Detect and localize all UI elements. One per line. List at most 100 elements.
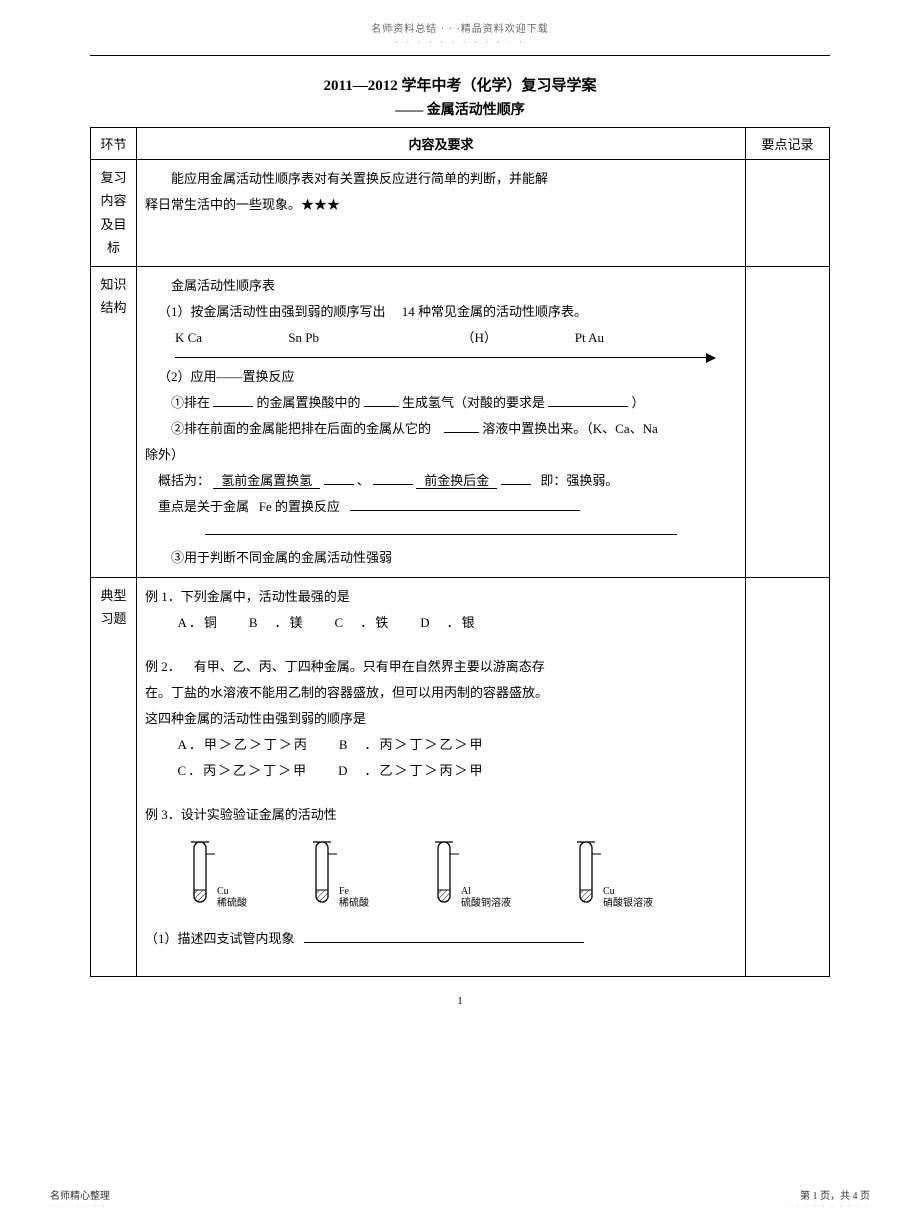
footer-left: 名师精心整理 · · · · · · ·	[50, 1187, 110, 1211]
arrow-icon	[175, 357, 715, 358]
header-rule	[90, 55, 830, 56]
table-row: 典型 习题 例 1．下列金属中，活动性最强的是 A．铜 B ．镁 C ．铁 D …	[91, 577, 830, 976]
footer-right-text: 第 1 页，共 4 页	[787, 1187, 870, 1202]
ex3-q1: （1）描述四支试管内现象	[145, 926, 737, 952]
sub2-b: 溶液中置换出来。（K、Ca、Na	[482, 421, 658, 436]
row1-label: 复习 内容 及目 标	[91, 160, 137, 267]
blank-field[interactable]	[501, 472, 531, 485]
ex2-opt-ab: A．甲＞乙＞丁＞丙 B ．丙＞丁＞乙＞甲	[178, 732, 738, 758]
row2-line1: （1）按金属活动性由强到弱的顺序写出 14 种常见金属的活动性顺序表。	[145, 299, 737, 325]
seq-right: Pt Au	[575, 330, 604, 345]
fe-b: Fe 的置换反应	[259, 499, 340, 514]
ex2-l2: 在。丁盐的水溶液不能用乙制的容器盛放，但可以用丙制的容器盛放。	[145, 680, 737, 706]
tube-liquid-label: 稀硫酸	[217, 898, 247, 910]
row1-label-line: 标	[99, 236, 128, 259]
tube-liquid-label: 硝酸银溶液	[603, 898, 653, 910]
page-subtitle: —— 金属活动性顺序	[0, 99, 920, 119]
ex2-opt-cd: C．丙＞乙＞丁＞甲 D ．乙＞丁＞丙＞甲	[178, 758, 738, 784]
tube-metal-label: Fe	[339, 886, 369, 898]
test-tube-icon: Cu 稀硫酸	[185, 840, 247, 914]
blank-field[interactable]	[350, 498, 580, 511]
row2-label: 知识 结构	[91, 266, 137, 577]
row2-summary: 概括为： 氢前金属置换氢 、 前金换后金 即：强换弱。	[145, 468, 737, 494]
footer-dots: · · · · · · ·	[50, 1202, 110, 1211]
tube-liquid-label: 稀硫酸	[339, 898, 369, 910]
test-tube-icon: Cu 硝酸银溶液	[571, 840, 653, 914]
sum-c: 、	[357, 473, 370, 488]
sub1-c: 生成氢气（对酸的要求是	[402, 395, 545, 410]
seq-left: K Ca	[175, 325, 285, 351]
header-dots: · · · · · · · · · · · ·	[0, 37, 920, 47]
row2-line1-a: （1）按金属活动性由强到弱的顺序写出	[158, 304, 386, 319]
fe-a: 重点是关于金属	[158, 499, 249, 514]
tube-metal-label: Cu	[603, 886, 653, 898]
row2-line2: （2）应用——置换反应	[145, 364, 737, 390]
row1-p2: 释日常生活中的一些现象。★★★	[145, 192, 737, 218]
blank-field[interactable]	[548, 394, 628, 407]
activity-sequence: K Ca Sn Pb （H） Pt Au	[175, 325, 737, 351]
table-row: 复习 内容 及目 标 能应用金属活动性顺序表对有关置换反应进行简单的判断，并能解…	[91, 160, 830, 267]
ex1-options: A．铜 B ．镁 C ．铁 D ．银	[178, 610, 738, 636]
col-header-notes: 要点记录	[746, 128, 830, 160]
sub2-a: ②排在前面的金属能把排在后面的金属从它的	[171, 421, 431, 436]
page-number: 1	[0, 995, 920, 1007]
row3-label: 典型 习题	[91, 577, 137, 976]
tube-liquid-label: 硫酸铜溶液	[461, 898, 511, 910]
row3-content: 例 1．下列金属中，活动性最强的是 A．铜 B ．镁 C ．铁 D ．银 例 2…	[137, 577, 746, 976]
sub1-a: ①排在	[171, 395, 210, 410]
row2-notes	[746, 266, 830, 577]
row1-label-line: 及目	[99, 213, 128, 236]
spacer	[145, 636, 737, 654]
sub1-b: 的金属置换酸中的	[257, 395, 361, 410]
ex2-l1: 例 2． 有甲、乙、丙、丁四种金属。只有甲在自然界主要以游离态存	[145, 654, 737, 680]
tube-metal-label: Al	[461, 886, 511, 898]
row1-label-line: 复习	[99, 166, 128, 189]
test-tube-icon: Al 硫酸铜溶液	[429, 840, 511, 914]
blank-field[interactable]	[324, 472, 354, 485]
footer-left-text: 名师精心整理	[50, 1187, 110, 1202]
sub1-d: ）	[632, 395, 645, 410]
spacer	[145, 952, 737, 970]
row3-label-line: 典型	[99, 584, 128, 607]
footer-dots: · · · · · · · · · ·	[787, 1202, 870, 1211]
sum-e: 即：强换弱。	[540, 473, 618, 488]
seq-h: （H）	[462, 325, 572, 351]
ex2-l3: 这四种金属的活动性由强到弱的顺序是	[145, 706, 737, 732]
blank-field[interactable]	[444, 420, 479, 433]
spacer	[145, 784, 737, 802]
row1-label-line: 内容	[99, 189, 128, 212]
row2-label-line: 知识	[99, 273, 128, 296]
row2-fe: 重点是关于金属 Fe 的置换反应	[145, 494, 737, 520]
blank-field[interactable]	[373, 472, 413, 485]
blank-field[interactable]	[304, 930, 584, 943]
row2-sub3: ③用于判断不同金属的金属活动性强弱	[145, 545, 737, 571]
test-tube-icon: Fe 稀硫酸	[307, 840, 369, 914]
blank-field[interactable]	[213, 394, 253, 407]
main-table: 环节 内容及要求 要点记录 复习 内容 及目 标 能应用金属活动性顺序表对有关置…	[90, 127, 830, 977]
page-footer: 名师精心整理 · · · · · · · 第 1 页，共 4 页 · · · ·…	[0, 1187, 920, 1211]
row2-content: 金属活动性顺序表 （1）按金属活动性由强到弱的顺序写出 14 种常见金属的活动性…	[137, 266, 746, 577]
table-row: 知识 结构 金属活动性顺序表 （1）按金属活动性由强到弱的顺序写出 14 种常见…	[91, 266, 830, 577]
sum-d: 前金换后金	[416, 473, 497, 489]
footer-right: 第 1 页，共 4 页 · · · · · · · · · ·	[787, 1187, 870, 1211]
blank-line-full[interactable]	[205, 534, 677, 535]
row1-content: 能应用金属活动性顺序表对有关置换反应进行简单的判断，并能解 释日常生活中的一些现…	[137, 160, 746, 267]
col-header-content: 内容及要求	[137, 128, 746, 160]
table-header-row: 环节 内容及要求 要点记录	[91, 128, 830, 160]
sum-b: 氢前金属置换氢	[213, 473, 320, 489]
col-header-section: 环节	[91, 128, 137, 160]
row2-sub2c: 除外）	[145, 442, 737, 468]
blank-field[interactable]	[364, 394, 399, 407]
seq-mid: Sn Pb	[288, 325, 458, 351]
ex3-text: 例 3．设计实验验证金属的活动性	[145, 807, 337, 822]
row2-sub1: ①排在 的金属置换酸中的 生成氢气（对酸的要求是 ）	[145, 390, 737, 416]
test-tubes-row: Cu 稀硫酸 Fe 稀硫酸	[185, 840, 737, 914]
row3-notes	[746, 577, 830, 976]
header-text: 名师资料总结 · · ·精品资料欢迎下载	[0, 0, 920, 35]
row1-notes	[746, 160, 830, 267]
row3-label-line: 习题	[99, 607, 128, 630]
ex1: 例 1．下列金属中，活动性最强的是	[145, 584, 737, 610]
row2-sub2: ②排在前面的金属能把排在后面的金属从它的 溶液中置换出来。（K、Ca、Na	[145, 416, 737, 442]
page-title: 2011—2012 学年中考（化学）复习导学案	[0, 74, 920, 95]
row2-title: 金属活动性顺序表	[145, 273, 737, 299]
